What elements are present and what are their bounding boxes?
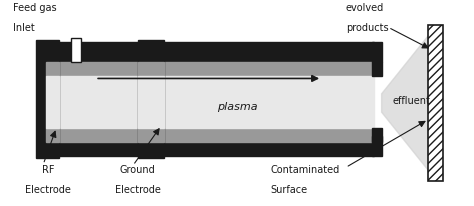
Bar	[138, 76, 164, 128]
Polygon shape	[382, 35, 428, 171]
Bar	[372, 42, 382, 62]
Text: Inlet: Inlet	[12, 23, 34, 33]
Bar	[138, 62, 164, 76]
Bar	[46, 76, 374, 128]
Text: plasma: plasma	[217, 102, 257, 112]
Bar	[46, 128, 374, 142]
Text: products: products	[346, 23, 388, 33]
Bar	[138, 40, 164, 158]
Text: effluent: effluent	[393, 96, 431, 106]
Bar	[428, 25, 443, 181]
Text: Electrode: Electrode	[25, 185, 71, 195]
Bar	[36, 40, 59, 158]
Bar	[372, 136, 382, 156]
Bar	[46, 76, 59, 128]
Text: Feed gas: Feed gas	[12, 3, 56, 13]
Bar	[71, 37, 81, 62]
Text: Surface: Surface	[270, 185, 307, 195]
Bar	[372, 62, 382, 76]
Bar	[138, 128, 164, 142]
Bar	[372, 128, 382, 142]
Bar	[46, 62, 59, 76]
Text: Ground: Ground	[120, 165, 155, 175]
Text: RF: RF	[42, 165, 54, 175]
Bar	[46, 42, 374, 62]
Text: evolved: evolved	[346, 3, 384, 13]
Bar	[46, 136, 374, 156]
Bar	[46, 62, 374, 76]
Text: Contaminated: Contaminated	[270, 165, 339, 175]
Bar	[46, 128, 59, 142]
Text: Electrode: Electrode	[115, 185, 161, 195]
